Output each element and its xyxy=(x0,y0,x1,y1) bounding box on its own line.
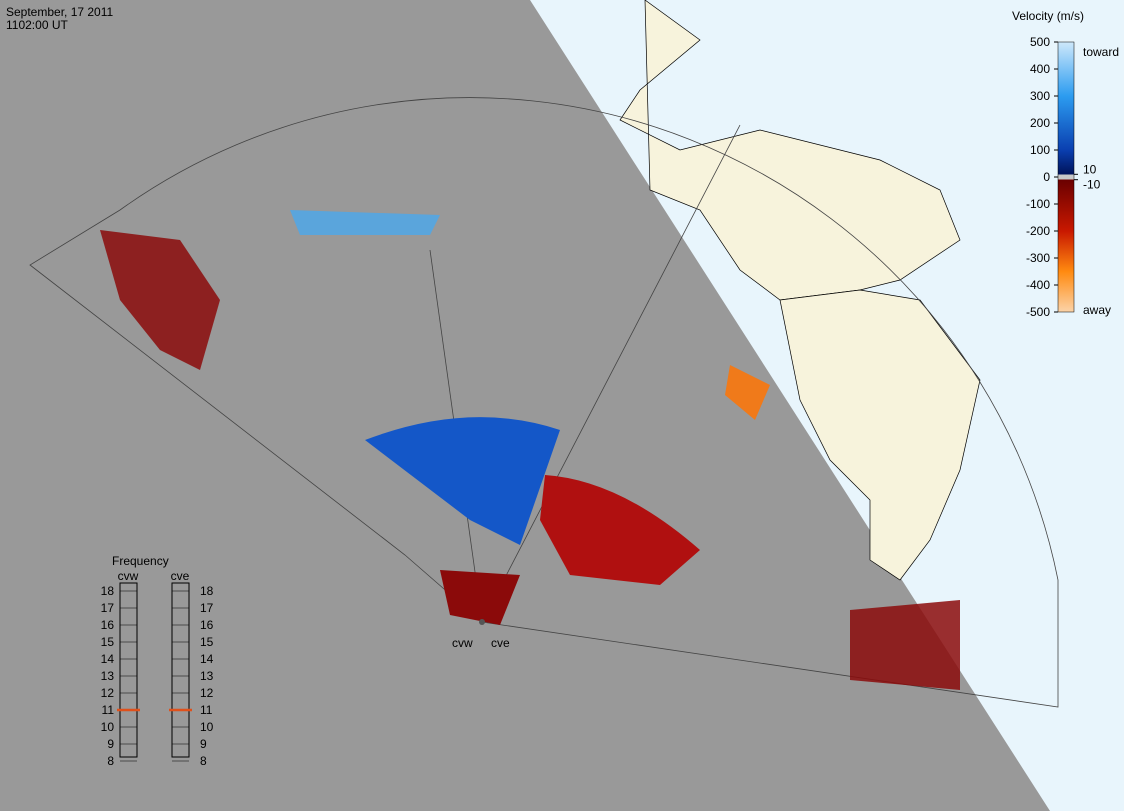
frequency-tick-label: 18 xyxy=(200,584,214,598)
blue-scatter-north xyxy=(290,210,440,235)
colorbar-tick-label: -400 xyxy=(1026,278,1050,292)
frequency-tick-label: 11 xyxy=(102,703,115,717)
orange-scatter xyxy=(725,365,770,420)
frequency-box xyxy=(119,582,138,758)
frequency-tick-label: 17 xyxy=(200,601,214,615)
red-scatter-west xyxy=(100,230,220,370)
frequency-tick-label: 15 xyxy=(101,635,115,649)
colorbar-tick-label: 200 xyxy=(1030,116,1050,130)
frequency-tick-label: 14 xyxy=(200,652,214,666)
blue-scatter xyxy=(365,417,560,545)
frequency-tick-label: 10 xyxy=(200,720,214,734)
red-scatter xyxy=(540,475,700,585)
frequency-tick-label: 17 xyxy=(101,601,115,615)
frequency-tick-label: 8 xyxy=(107,754,114,768)
colorbar-tick-label: -300 xyxy=(1026,251,1050,265)
frequency-tick-label: 8 xyxy=(200,754,207,768)
frequency-tick-label: 16 xyxy=(200,618,214,632)
frequency-tick-label: 14 xyxy=(101,652,115,666)
time: 1102:00 UT xyxy=(6,18,68,32)
date: September, 17 2011 xyxy=(6,5,114,19)
land xyxy=(779,289,981,581)
colorbar-tick-label: 500 xyxy=(1030,35,1050,49)
colorbar xyxy=(1057,41,1075,313)
radar-name: cvw xyxy=(118,569,139,583)
frequency-tick-label: 12 xyxy=(101,686,115,700)
frequency-tick-label: 16 xyxy=(101,618,115,632)
colorbar-toward: toward xyxy=(1083,45,1119,59)
colorbar-tick-label: -500 xyxy=(1026,305,1050,319)
colorbar-away: away xyxy=(1083,303,1111,317)
site-label: cve xyxy=(491,636,510,650)
frequency-tick-label: 10 xyxy=(101,720,115,734)
frequency-tick-label: 9 xyxy=(200,737,207,751)
colorbar-tick-label: -10 xyxy=(1083,178,1101,192)
red-scatter-east xyxy=(850,600,960,690)
frequency-tick-label: 12 xyxy=(200,686,214,700)
site-label: cvw xyxy=(452,636,473,650)
radar-site xyxy=(479,619,485,625)
frequency-box xyxy=(171,582,190,758)
red-scatter-near xyxy=(440,570,520,625)
frequency-tick-label: 13 xyxy=(200,669,214,683)
field-of-view xyxy=(29,97,1059,708)
colorbar-tick-label: 300 xyxy=(1030,89,1050,103)
frequency-tick-label: 9 xyxy=(107,737,114,751)
frequency-tick-label: 11 xyxy=(200,703,213,717)
frequency-title: Frequency xyxy=(112,554,169,568)
colorbar-tick-label: 10 xyxy=(1083,162,1097,176)
colorbar-tick-label: 400 xyxy=(1030,62,1050,76)
colorbar-tick-label: -100 xyxy=(1026,197,1050,211)
frequency-tick-label: 15 xyxy=(200,635,214,649)
frequency-tick-label: 18 xyxy=(101,584,115,598)
greenland xyxy=(619,0,961,301)
colorbar-tick-label: 0 xyxy=(1043,170,1050,184)
radar-name: cve xyxy=(171,569,190,583)
colorbar-tick-label: -200 xyxy=(1026,224,1050,238)
frequency-tick-label: 13 xyxy=(101,669,115,683)
colorbar-title: Velocity (m/s) xyxy=(1012,9,1084,23)
colorbar-tick-label: 100 xyxy=(1030,143,1050,157)
